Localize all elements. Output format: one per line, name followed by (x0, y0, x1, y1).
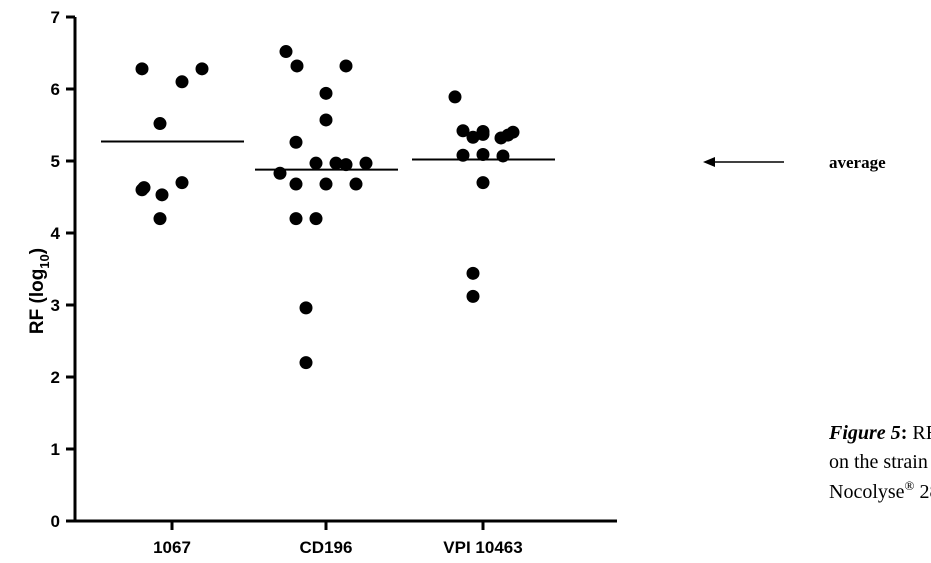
y-axis-title: RF (log10) (27, 248, 52, 334)
data-point (339, 59, 353, 73)
data-point (476, 176, 490, 190)
y-tick-label: 4 (51, 224, 61, 243)
y-tick-label: 1 (51, 440, 60, 459)
data-point (290, 59, 304, 73)
data-point (135, 183, 149, 197)
data-point (466, 266, 480, 280)
data-point (299, 356, 313, 370)
data-point (319, 177, 333, 191)
data-point (299, 301, 313, 315)
data-point (309, 212, 323, 226)
data-point (135, 62, 149, 76)
x-tick-label: VPI 10463 (443, 538, 522, 557)
caption-line-2: on the strain fo (829, 451, 931, 473)
x-axis: 1067 CD196 VPI 10463 (74, 519, 617, 557)
data-point (448, 90, 462, 104)
mean-lines (101, 140, 555, 171)
caption-line-1: Figure 5: RF c (828, 422, 931, 444)
x-tick-label: 1067 (153, 538, 191, 557)
data-points (135, 45, 520, 370)
data-point (279, 45, 293, 59)
average-label: average (829, 153, 886, 172)
average-annotation: average (703, 153, 886, 172)
y-tick-label: 2 (51, 368, 60, 387)
data-point (289, 177, 303, 191)
data-point (175, 176, 189, 190)
data-point (319, 86, 333, 100)
y-tick-label: 5 (51, 152, 60, 171)
data-point (476, 127, 490, 141)
figure-caption: Figure 5: RF c on the strain fo Nocolyse… (828, 422, 931, 503)
data-point (289, 135, 303, 149)
y-tick-label: 6 (51, 80, 60, 99)
caption-line-3: Nocolyse® 28 r (829, 478, 931, 503)
data-point (339, 158, 353, 172)
data-point (153, 212, 167, 226)
data-point (466, 289, 480, 303)
data-point (153, 117, 167, 131)
x-tick-label: CD196 (300, 538, 353, 557)
y-tick-label: 3 (51, 296, 60, 315)
data-point (175, 75, 189, 89)
data-point (329, 156, 343, 170)
data-point (359, 156, 373, 170)
data-point (289, 212, 303, 226)
data-point (466, 130, 480, 144)
data-point (494, 131, 508, 145)
y-axis: 0 1 2 3 4 5 6 7 (51, 8, 77, 531)
data-point (155, 188, 169, 202)
y-tick-label: 0 (51, 512, 60, 531)
average-arrow-head (703, 157, 715, 167)
data-point (349, 177, 363, 191)
data-point (476, 148, 490, 162)
data-point (195, 62, 209, 76)
data-point (309, 156, 323, 170)
data-point (319, 113, 333, 127)
y-tick-label: 7 (51, 8, 60, 27)
data-point (456, 124, 470, 138)
data-point (456, 148, 470, 162)
